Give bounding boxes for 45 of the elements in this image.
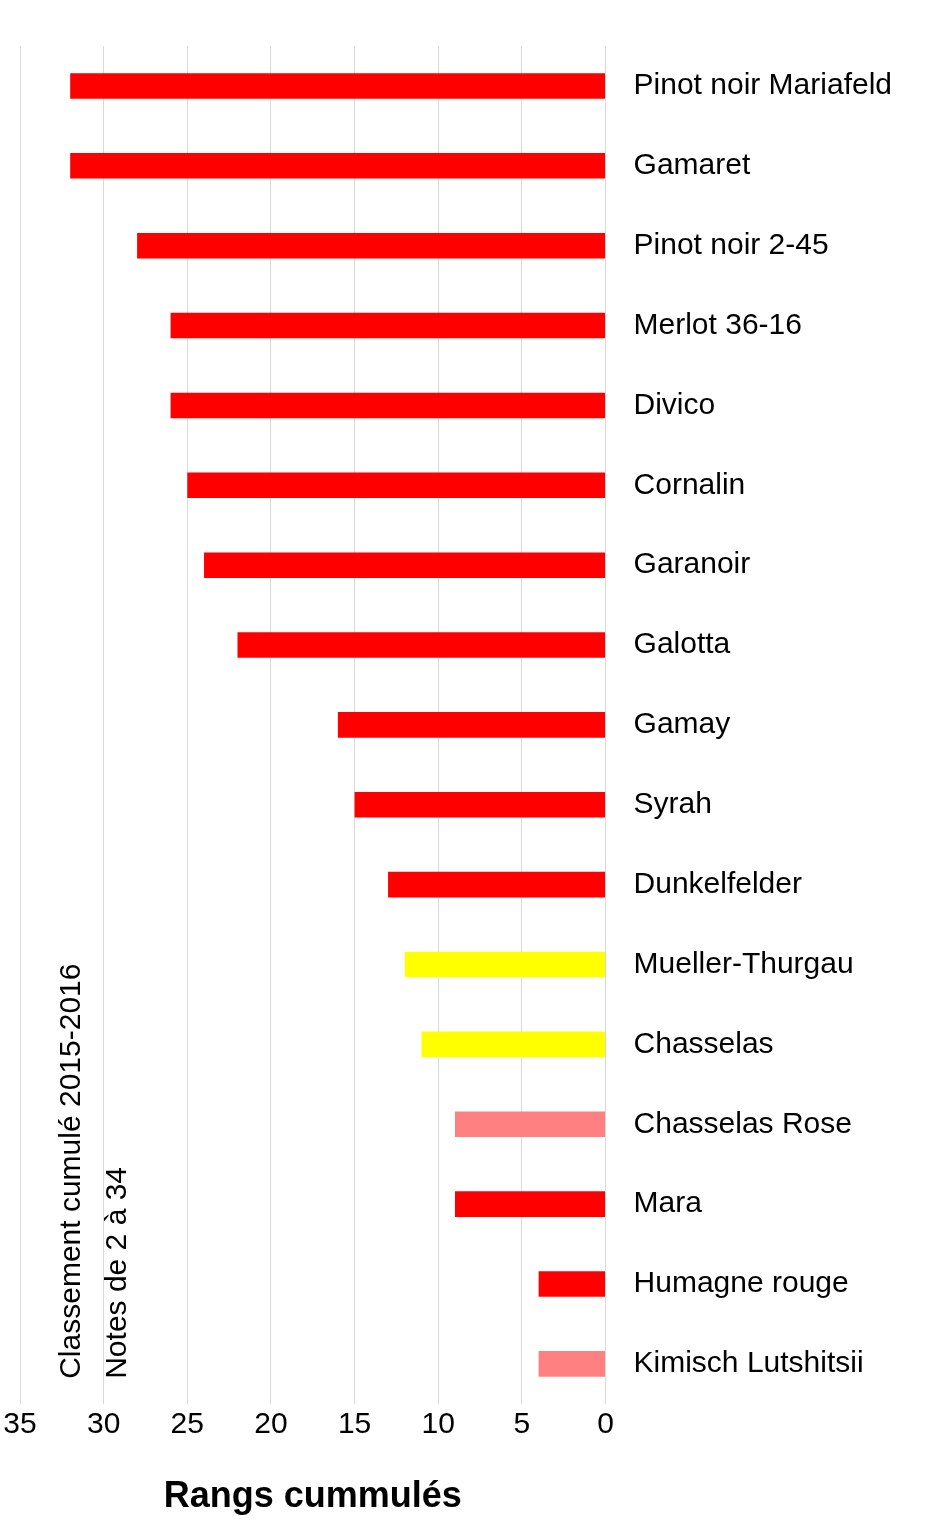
x-tick-label: 0 xyxy=(597,1406,614,1440)
y-tick-label: Chasselas Rose xyxy=(633,1105,852,1139)
y-tick-label: Pinot noir Mariafeld xyxy=(633,67,893,101)
bar xyxy=(70,153,606,179)
bar xyxy=(388,871,606,898)
x-tick-label: 5 xyxy=(513,1406,531,1440)
x-tick-label: 25 xyxy=(170,1406,204,1440)
y-tick-label: Divico xyxy=(633,386,716,420)
x-tick-label: 10 xyxy=(421,1406,455,1440)
y-tick-label: Gamaret xyxy=(633,147,751,181)
bar xyxy=(70,73,606,99)
x-tick-label: 15 xyxy=(337,1406,372,1440)
y-tick-label: Humagne rouge xyxy=(633,1265,849,1299)
x-tick-label: 20 xyxy=(254,1406,288,1440)
y-tick-label: Pinot noir 2-45 xyxy=(633,226,829,260)
bar xyxy=(170,312,606,339)
bar xyxy=(187,472,606,499)
bar xyxy=(354,791,606,818)
y-tick-label: Mara xyxy=(633,1185,703,1219)
y-tick-label: Dunkelfelder xyxy=(633,865,802,899)
x-tick-label: 30 xyxy=(86,1406,121,1440)
bar xyxy=(404,951,606,978)
bar xyxy=(337,712,606,738)
bar xyxy=(454,1111,606,1138)
y-tick-label: Garanoir xyxy=(633,546,751,580)
y-tick-label: Galotta xyxy=(633,626,731,660)
bar xyxy=(237,632,606,658)
y-tick-label: Cornalin xyxy=(633,466,746,500)
bar xyxy=(538,1271,606,1297)
y-tick-label: Kimisch Lutshitsii xyxy=(633,1345,864,1379)
y-tick-label: Gamay xyxy=(633,706,731,740)
bar xyxy=(137,232,606,259)
x-tick-label: 35 xyxy=(3,1406,37,1440)
y-tick-label: Merlot 36-16 xyxy=(633,306,802,340)
bar xyxy=(170,392,606,419)
x-axis-title: Rangs cummulés xyxy=(163,1474,462,1516)
y-tick-label: Chasselas xyxy=(633,1025,774,1059)
bar xyxy=(538,1351,606,1377)
bar xyxy=(204,552,606,578)
text: Notes de 2 à 34 xyxy=(99,1166,132,1379)
text: Classement cumulé 2015-2016 xyxy=(53,963,86,1379)
bar xyxy=(421,1031,606,1058)
bar xyxy=(454,1191,606,1217)
y-tick-label: Mueller-Thurgau xyxy=(633,945,854,979)
y-tick-label: Syrah xyxy=(633,786,712,820)
